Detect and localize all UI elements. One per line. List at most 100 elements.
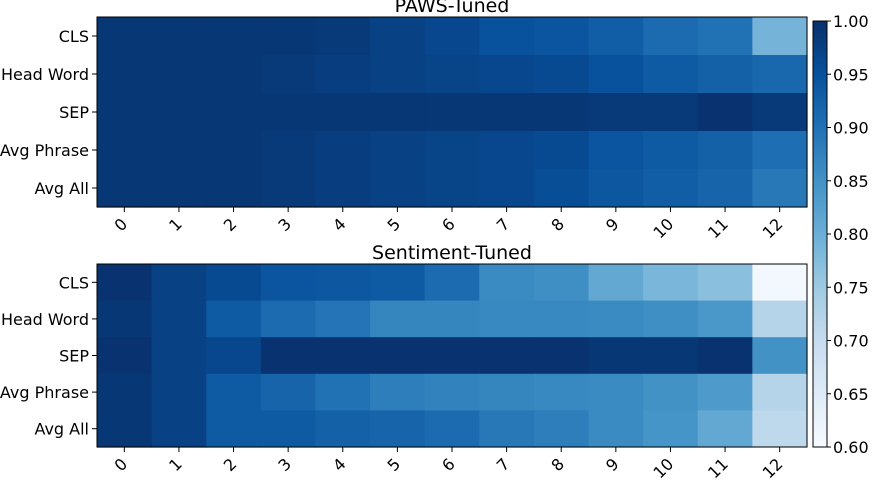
heatmap-cell: [260, 93, 317, 132]
heatmap-cell: [588, 337, 644, 375]
heatmap-cell: [315, 93, 371, 132]
colorbar-tick-label: 0.90: [833, 119, 869, 138]
x-tick-label: 4: [329, 454, 350, 475]
colorbar-tick-label: 0.65: [833, 385, 869, 404]
heatmap-cell: [315, 131, 371, 170]
x-tick-label: 8: [547, 214, 568, 235]
heatmap-cell: [260, 55, 317, 94]
heatmap-cell: [752, 300, 808, 338]
heatmap-cell: [206, 373, 262, 411]
y-tick-label: SEP: [59, 103, 89, 122]
heatmap-cell: [206, 337, 262, 375]
heatmap-cell: [206, 131, 262, 170]
heatmap-cell: [370, 17, 426, 56]
x-tick-label: 12: [759, 454, 787, 481]
y-tick-label: Avg Phrase: [0, 383, 89, 402]
x-tick-label: 7: [493, 214, 514, 235]
heatmap-cell: [97, 169, 153, 208]
heatmap-cell: [206, 93, 262, 132]
heatmap-cell: [97, 337, 153, 375]
heatmap-cell: [260, 337, 317, 375]
colorbar-gradient: [813, 21, 827, 447]
colorbar-tick-label: 0.75: [833, 278, 869, 297]
heatmap-cell: [643, 17, 699, 56]
heatmap-cell: [151, 410, 207, 448]
y-tick-label: Head Word: [1, 65, 89, 84]
heatmap-cell: [424, 373, 480, 411]
heatmap-cell: [370, 373, 426, 411]
x-tick-label: 12: [759, 214, 787, 242]
x-tick-label: 9: [602, 454, 623, 475]
heatmap-cell: [260, 410, 317, 448]
heatmap-cell: [424, 17, 480, 56]
heatmap-cell: [588, 410, 644, 448]
x-tick-label: 4: [329, 214, 350, 235]
heatmap-cell: [697, 337, 753, 375]
heatmap-cell: [479, 131, 535, 170]
heatmap-cell: [206, 55, 262, 94]
heatmap-cell: [643, 131, 699, 170]
heatmap-cell: [697, 93, 753, 132]
heatmap-cell: [479, 264, 535, 302]
heatmap-cell: [424, 55, 480, 94]
heatmap-cell: [424, 264, 480, 302]
heatmap-cell: [479, 169, 535, 208]
heatmap-cell: [588, 300, 644, 338]
heatmap-cell: [315, 337, 371, 375]
heatmap-cell: [643, 93, 699, 132]
heatmap-cell: [151, 264, 207, 302]
y-tick-label: SEP: [59, 347, 89, 366]
heatmap-cell: [643, 300, 699, 338]
heatmap-cell: [97, 300, 153, 338]
heatmap-cell: [588, 169, 644, 208]
heatmap-cell: [370, 55, 426, 94]
x-tick-label: 10: [649, 454, 677, 481]
heatmap-cell: [424, 131, 480, 170]
heatmap-cell: [533, 169, 590, 208]
heatmap-cell: [97, 93, 153, 132]
heatmap-cell: [479, 410, 535, 448]
y-tick-label: CLS: [59, 27, 89, 46]
heatmap-cell: [533, 410, 590, 448]
heatmap-cell: [533, 55, 590, 94]
heatmap-cell: [752, 410, 808, 448]
heatmap-cell: [97, 373, 153, 411]
heatmap-cell: [643, 410, 699, 448]
heatmap-cell: [533, 300, 590, 338]
heatmap-cell: [588, 373, 644, 411]
x-tick-label: 6: [438, 454, 459, 475]
x-tick-label: 3: [274, 214, 295, 235]
heatmap-cell: [643, 55, 699, 94]
heatmap-cell: [424, 93, 480, 132]
x-tick-label: 0: [110, 214, 131, 235]
x-tick-label: 11: [704, 214, 732, 242]
heatmap-cell: [370, 337, 426, 375]
colorbar-tick-label: 0.70: [833, 332, 869, 351]
heatmap-cell: [151, 373, 207, 411]
heatmap-cell: [479, 300, 535, 338]
panel-title: Sentiment-Tuned: [372, 242, 532, 264]
heatmap-cell: [151, 131, 207, 170]
heatmap-cell: [206, 169, 262, 208]
colorbar-tick-label: 1.00: [833, 12, 869, 31]
heatmap-cell: [151, 169, 207, 208]
x-tick-label: 2: [220, 214, 241, 235]
heatmap-cell: [588, 264, 644, 302]
heatmap-cell: [533, 264, 590, 302]
colorbar-tick-label: 0.85: [833, 172, 869, 191]
heatmap-cell: [697, 410, 753, 448]
heatmap-cell: [424, 410, 480, 448]
heatmap-cell: [151, 17, 207, 56]
heatmap-cell: [752, 169, 808, 208]
heatmap-cell: [151, 300, 207, 338]
colorbar-tick-label: 0.80: [833, 225, 869, 244]
heatmap-cell: [151, 55, 207, 94]
heatmap-cell: [206, 264, 262, 302]
x-tick-label: 7: [493, 454, 514, 475]
x-tick-label: 9: [602, 214, 623, 235]
x-tick-label: 1: [165, 214, 186, 235]
heatmap-cell: [260, 264, 317, 302]
heatmap-cell: [533, 93, 590, 132]
colorbar-tick-label: 0.95: [833, 65, 869, 84]
